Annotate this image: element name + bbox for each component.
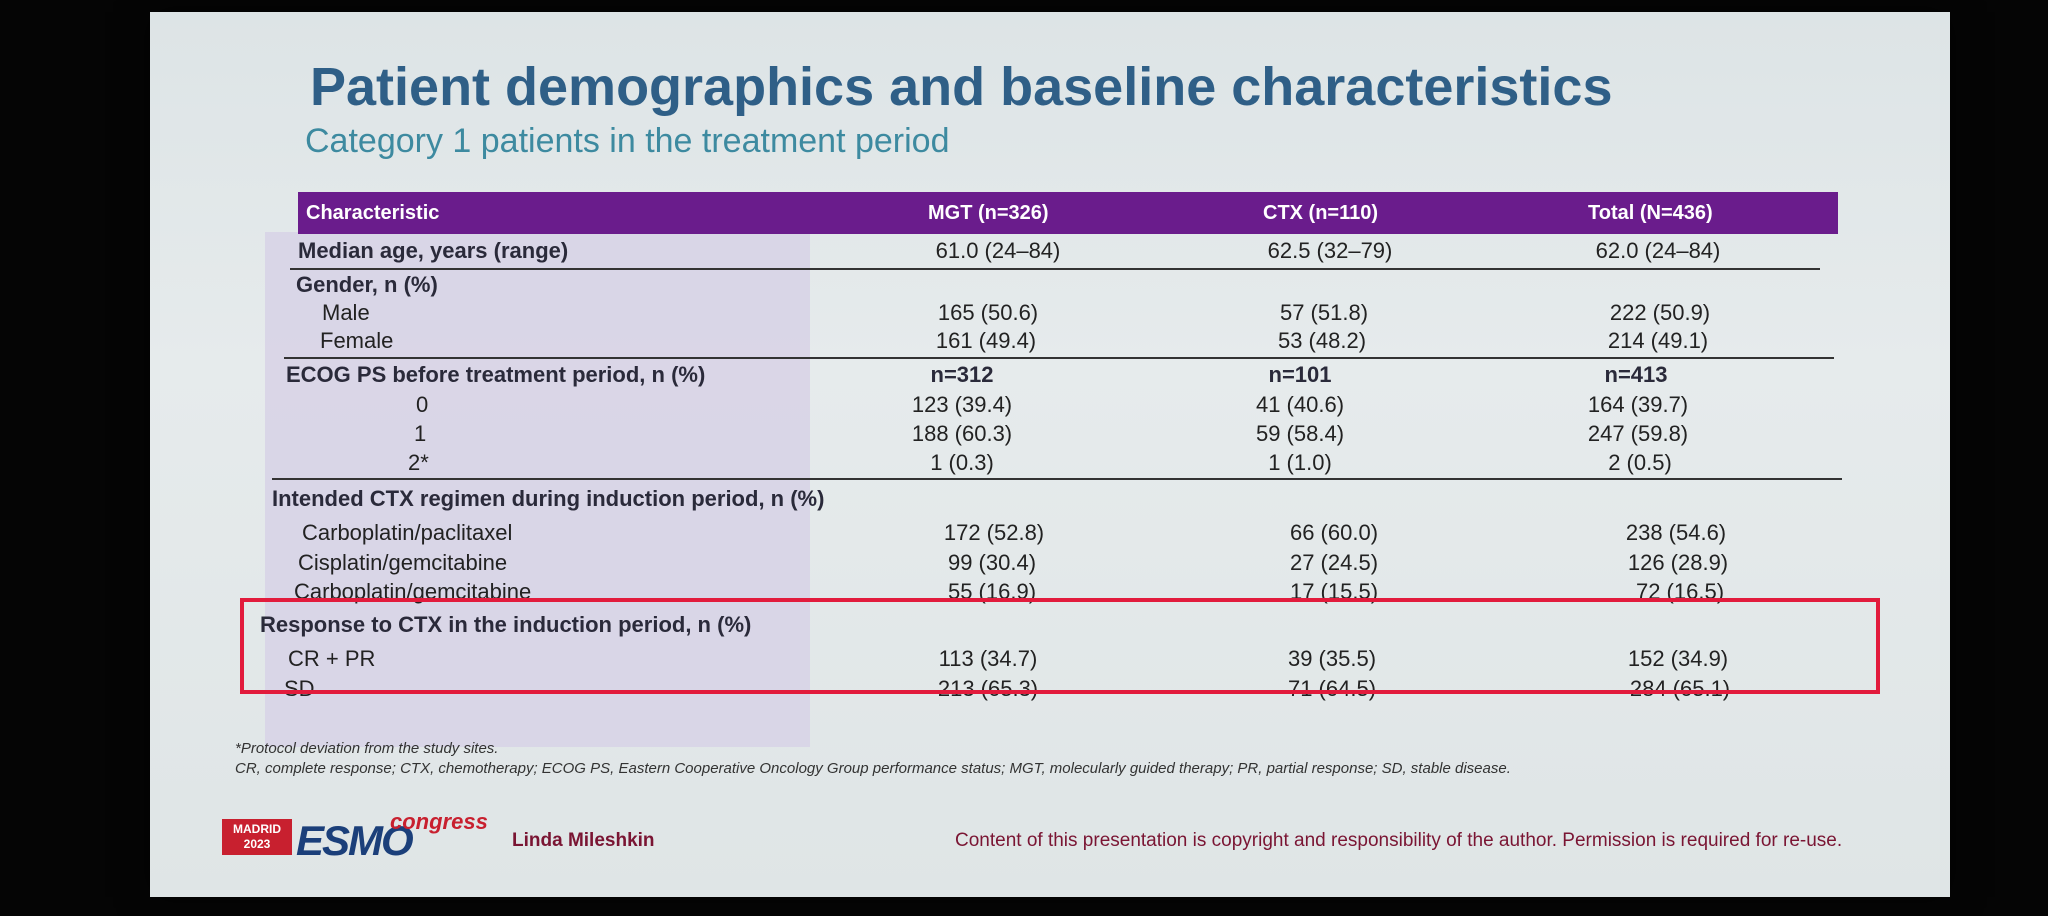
table-row: SD 213 (65.3) 71 (64.5) 284 (65.1): [284, 676, 1784, 706]
table-row: Gender, n (%): [296, 272, 1796, 302]
slide-subtitle: Category 1 patients in the treatment per…: [305, 122, 950, 160]
row-label: Carboplatin/paclitaxel: [302, 520, 513, 545]
presentation-slide: Patient demographics and baseline charac…: [150, 12, 1950, 897]
cell-ctx: 41 (40.6): [1255, 392, 1345, 417]
cell-total: 126 (28.9): [1627, 550, 1729, 575]
row-divider: [284, 357, 1834, 359]
table-row: Female 161 (49.4) 53 (48.2) 214 (49.1): [320, 328, 1820, 358]
row-label: Gender, n (%): [296, 272, 438, 297]
row-divider: [290, 268, 1820, 270]
cell-mgt: 213 (65.3): [937, 676, 1039, 701]
cell-total: 2 (0.5): [1608, 450, 1672, 475]
cell-ctx: 59 (58.4): [1255, 421, 1345, 446]
cell-ctx: 57 (51.8): [1279, 300, 1369, 325]
header-characteristic: Characteristic: [306, 202, 440, 224]
cell-mgt: 61.0 (24–84): [935, 238, 1061, 263]
cell-total: 247 (59.8): [1587, 421, 1689, 446]
header-total: Total (N=436): [1588, 202, 1713, 224]
row-label: SD: [284, 676, 315, 701]
row-label: ECOG PS before treatment period, n (%): [286, 362, 706, 387]
cell-ctx: 27 (24.5): [1289, 550, 1379, 575]
cell-total: 62.0 (24–84): [1595, 238, 1721, 263]
cell-total: 284 (65.1): [1629, 676, 1731, 701]
cell-mgt: 161 (49.4): [935, 328, 1037, 353]
cell-ctx: 53 (48.2): [1277, 328, 1367, 353]
table-row: 0 123 (39.4) 41 (40.6) 164 (39.7): [416, 392, 1916, 422]
row-label: Female: [320, 328, 394, 353]
table-row: 1 188 (60.3) 59 (58.4) 247 (59.8): [414, 421, 1914, 451]
header-mgt: MGT (n=326): [928, 202, 1049, 224]
logo-city-badge: MADRID 2023: [222, 819, 292, 855]
cell-mgt: 123 (39.4): [911, 392, 1013, 417]
cell-ctx: 66 (60.0): [1289, 520, 1379, 545]
esmo-congress-logo: MADRID 2023 ESMO congress: [222, 807, 492, 867]
table-row: CR + PR 113 (34.7) 39 (35.5) 152 (34.9): [288, 646, 1788, 676]
cell-total: n=413: [1604, 362, 1668, 387]
slide-title: Patient demographics and baseline charac…: [310, 57, 1613, 117]
cell-ctx: 71 (64.5): [1287, 676, 1377, 701]
table-row: Cisplatin/gemcitabine 99 (30.4) 27 (24.5…: [298, 550, 1798, 580]
header-ctx: CTX (n=110): [1263, 202, 1379, 224]
cell-mgt: 188 (60.3): [911, 421, 1013, 446]
response-highlight-box: [240, 598, 1880, 694]
label-column-shading: [265, 232, 810, 747]
table-row: Carboplatin/paclitaxel 172 (52.8) 66 (60…: [302, 520, 1802, 550]
copyright-notice: Content of this presentation is copyrigh…: [955, 830, 1843, 851]
footnote-protocol: *Protocol deviation from the study sites…: [235, 740, 499, 757]
logo-year: 2023: [243, 837, 271, 851]
table-row: Intended CTX regimen during induction pe…: [272, 486, 1772, 516]
row-label: Intended CTX regimen during induction pe…: [272, 486, 825, 511]
table-row: ECOG PS before treatment period, n (%) n…: [286, 362, 1786, 392]
row-label: Cisplatin/gemcitabine: [298, 550, 508, 575]
cell-total: 152 (34.9): [1627, 646, 1729, 671]
logo-esmo: ESMO: [296, 817, 414, 864]
row-label: CR + PR: [288, 646, 376, 671]
cell-mgt: 113 (34.7): [938, 646, 1038, 671]
cell-total: 214 (49.1): [1607, 328, 1709, 353]
row-label: 1: [414, 421, 427, 446]
cell-ctx: n=101: [1268, 362, 1332, 387]
cell-mgt: 172 (52.8): [943, 520, 1045, 545]
footnote-abbreviations: CR, complete response; CTX, chemotherapy…: [235, 760, 1511, 777]
cell-mgt: 1 (0.3): [930, 450, 994, 475]
cell-total: 164 (39.7): [1587, 392, 1689, 417]
table-row: Response to CTX in the induction period,…: [260, 612, 1760, 642]
cell-total: 238 (54.6): [1625, 520, 1727, 545]
table-row: Median age, years (range) 61.0 (24–84) 6…: [298, 238, 1798, 268]
cell-ctx: 1 (1.0): [1268, 450, 1332, 475]
cell-mgt: n=312: [930, 362, 994, 387]
row-label: Response to CTX in the induction period,…: [260, 612, 752, 637]
cell-ctx: 62.5 (32–79): [1267, 238, 1393, 263]
logo-congress: congress: [390, 809, 488, 834]
cell-total: 222 (50.9): [1609, 300, 1711, 325]
table-row: Male 165 (50.6) 57 (51.8) 222 (50.9): [322, 300, 1822, 330]
row-label: Male: [322, 300, 370, 325]
row-label: 0: [416, 392, 429, 417]
cell-mgt: 165 (50.6): [937, 300, 1039, 325]
row-divider: [272, 478, 1842, 480]
table-row: 2* 1 (0.3) 1 (1.0) 2 (0.5): [408, 450, 1908, 480]
logo-city: MADRID: [233, 822, 281, 836]
row-label: 2*: [408, 450, 429, 475]
row-label: Median age, years (range): [298, 238, 569, 263]
cell-mgt: 99 (30.4): [947, 550, 1037, 575]
author-name: Linda Mileshkin: [512, 830, 655, 851]
cell-ctx: 39 (35.5): [1287, 646, 1377, 671]
table-header-row: Characteristic MGT (n=326) CTX (n=110) T…: [298, 192, 1838, 234]
